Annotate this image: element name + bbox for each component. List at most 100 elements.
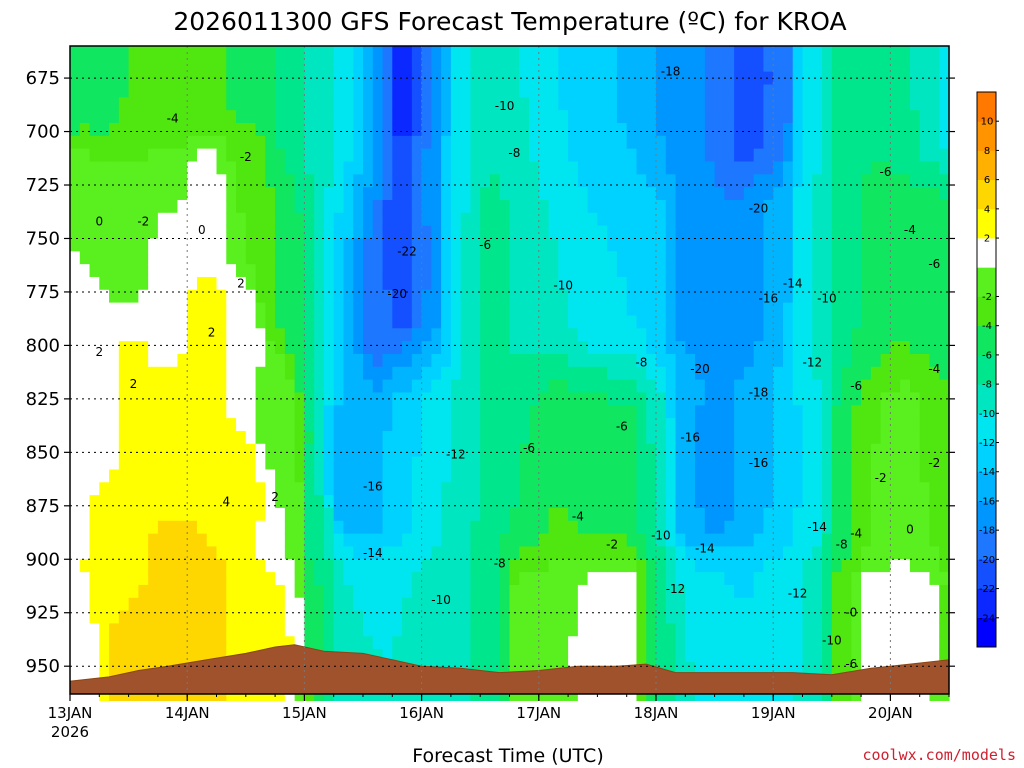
field-cell (470, 482, 481, 496)
contour-label: -4 (572, 510, 584, 524)
field-cell (275, 148, 286, 163)
field-cell (236, 443, 247, 458)
field-cell (929, 161, 940, 175)
field-cell (529, 366, 540, 381)
field-cell (636, 507, 647, 522)
field-cell (519, 276, 530, 291)
field-cell (128, 238, 139, 252)
field-cell (685, 366, 696, 381)
field-cell (255, 495, 266, 509)
field-cell (431, 276, 442, 291)
field-cell (450, 392, 462, 406)
field-cell (392, 636, 403, 650)
field-cell (616, 238, 628, 252)
field-cell (333, 302, 345, 317)
x-tick-label: 19JAN (751, 704, 796, 722)
field-cell (509, 546, 520, 560)
field-cell (646, 46, 657, 60)
field-cell (363, 122, 374, 137)
field-cell (656, 353, 667, 368)
field-cell (587, 264, 598, 278)
field-cell (441, 430, 452, 445)
field-cell (216, 353, 227, 368)
field-cell (138, 405, 149, 419)
field-cell (568, 610, 579, 625)
credit-link[interactable]: coolwx.com/models (862, 746, 1016, 764)
field-cell (196, 84, 208, 98)
field-cell (607, 366, 618, 381)
field-cell (99, 649, 110, 663)
field-cell (138, 289, 149, 304)
field-cell (822, 353, 833, 368)
field-cell (411, 379, 423, 394)
field-cell (743, 84, 755, 98)
field-cell (548, 405, 559, 419)
field-cell (411, 58, 423, 73)
field-cell (109, 212, 120, 227)
field-cell (402, 238, 413, 252)
field-cell (538, 392, 550, 406)
field-cell (890, 328, 901, 342)
field-cell (255, 110, 266, 124)
field-cell (900, 533, 911, 548)
field-cell (792, 122, 804, 137)
field-cell (577, 597, 589, 612)
field-cell (597, 572, 608, 586)
field-cell (675, 148, 686, 163)
field-cell (265, 212, 276, 227)
field-cell (236, 418, 247, 432)
field-cell (138, 469, 149, 483)
field-cell (587, 187, 598, 201)
colorbar-swatch (977, 325, 996, 356)
field-cell (148, 392, 159, 406)
field-cell (450, 199, 462, 214)
field-cell (646, 610, 657, 625)
field-cell (597, 276, 608, 291)
field-cell (304, 379, 315, 394)
field-cell (851, 264, 862, 278)
field-cell (724, 572, 735, 586)
field-cell (128, 289, 139, 304)
field-cell (509, 174, 520, 188)
field-cell (421, 520, 432, 535)
field-cell (890, 212, 901, 227)
field-cell (577, 546, 589, 560)
field-cell (636, 456, 647, 471)
field-cell (704, 649, 716, 663)
field-cell (167, 84, 179, 98)
field-cell (196, 379, 208, 394)
field-cell (323, 507, 335, 522)
field-cell (499, 264, 511, 278)
field-cell (685, 315, 696, 329)
field-cell (743, 341, 755, 355)
field-cell (148, 533, 159, 548)
field-cell (919, 623, 931, 637)
field-cell (343, 71, 354, 86)
field-cell (529, 161, 540, 175)
field-cell (861, 58, 872, 73)
field-cell (880, 302, 891, 317)
field-cell (802, 572, 813, 586)
field-cell (363, 97, 374, 111)
field-cell (675, 623, 686, 637)
field-cell (470, 443, 481, 458)
field-cell (763, 520, 774, 535)
field-cell (411, 572, 423, 586)
field-cell (216, 289, 227, 304)
field-cell (626, 315, 638, 329)
field-cell (441, 597, 452, 612)
field-cell (79, 264, 91, 278)
field-cell (363, 251, 374, 265)
field-cell (909, 110, 921, 124)
field-cell (411, 636, 423, 650)
field-cell (734, 341, 745, 355)
field-cell (323, 546, 335, 560)
field-cell (939, 251, 950, 265)
field-cell (177, 212, 188, 227)
field-cell (411, 533, 423, 548)
field-cell (724, 58, 735, 73)
field-cell (909, 610, 921, 625)
field-cell (626, 212, 638, 227)
field-cell (724, 46, 735, 60)
field-cell (919, 353, 931, 368)
